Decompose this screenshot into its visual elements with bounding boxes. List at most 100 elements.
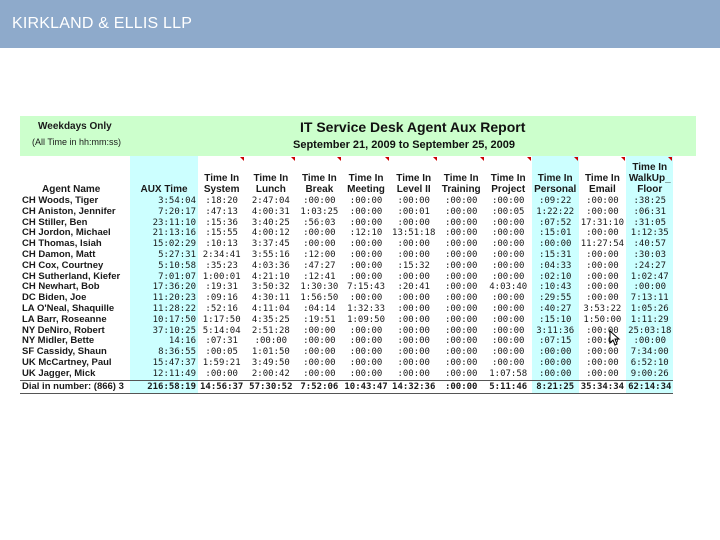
time-cell: 3:37:45 bbox=[251, 239, 290, 250]
weekdays-note: Weekdays Only bbox=[38, 121, 112, 132]
time-cell: :00:00 bbox=[491, 228, 525, 239]
time-cell: :18:20 bbox=[205, 196, 238, 206]
column-header: Time In Lunch bbox=[245, 156, 296, 196]
time-cell: :00:00 bbox=[349, 217, 383, 228]
total-cell: 62:14:34 bbox=[626, 379, 674, 394]
time-cell: :00:00 bbox=[444, 239, 478, 250]
time-cell: :31:05 bbox=[626, 217, 674, 229]
time-cell: :00:00 bbox=[349, 249, 383, 260]
time-cell: 1:00:01 bbox=[202, 271, 241, 282]
time-cell: :00:00 bbox=[397, 368, 430, 379]
time-cell: :20:41 bbox=[397, 282, 430, 293]
time-cell: 14:16 bbox=[130, 336, 198, 348]
time-cell: 17:36:20 bbox=[130, 282, 198, 294]
time-cell: 4:03:40 bbox=[489, 282, 528, 293]
agent-name-cell: CH Thomas, Isiah bbox=[22, 239, 102, 250]
time-cell: :00:00 bbox=[531, 368, 579, 381]
total-cell: 14:32:36 bbox=[389, 379, 438, 394]
table-row: CH Jordon, Michael 21:13:16:15:55 4:00:12:… bbox=[20, 228, 674, 240]
table-row: NY DeNiro, Robert 37:10:25 5:14:04 2:51:28:… bbox=[20, 325, 674, 337]
table-row: DC Biden, Joe 11:20:23:09:16 4:30:11 1:56:5… bbox=[20, 293, 674, 304]
column-header: AUX Time bbox=[130, 156, 198, 196]
time-cell: :00:00 bbox=[626, 282, 674, 294]
time-cell: 1:11:29 bbox=[626, 314, 674, 326]
column-header: Time In Email bbox=[579, 156, 626, 196]
time-cell: 4:35:25 bbox=[251, 314, 290, 325]
time-cell: :12:41 bbox=[303, 271, 336, 282]
time-cell: :40:27 bbox=[531, 303, 579, 315]
time-cell: 1:59:21 bbox=[202, 357, 241, 368]
time-cell: :00:00 bbox=[491, 271, 525, 282]
time-cell: 1:07:58 bbox=[489, 368, 528, 379]
time-cell: :00:00 bbox=[531, 239, 579, 250]
time-cell: :00:00 bbox=[491, 325, 525, 336]
time-cell: :38:25 bbox=[626, 196, 674, 207]
table-row: CH Sutherland, Kiefer 7:01:07 1:00:01 4:21:… bbox=[20, 271, 674, 283]
time-cell: :15:10 bbox=[531, 314, 579, 326]
time-cell: :00:00 bbox=[444, 325, 478, 336]
table-row: CH Newhart, Bob 17:36:20:19:31 3:50:32 1:30… bbox=[20, 282, 674, 294]
report-title: IT Service Desk Agent Aux Report bbox=[300, 119, 526, 135]
time-cell: :10:43 bbox=[531, 282, 579, 294]
total-cell: 8:21:25 bbox=[531, 379, 579, 394]
time-cell: :47:27 bbox=[303, 260, 336, 271]
time-cell: :00:00 bbox=[303, 196, 336, 206]
agent-name-cell: UK Jagger, Mick bbox=[22, 368, 96, 379]
table-row: CH Damon, Matt 5:27:31 2:34:41 3:55:16:12:0… bbox=[20, 249, 674, 261]
time-cell: :00:00 bbox=[444, 282, 478, 293]
time-cell: :00:00 bbox=[444, 347, 478, 358]
time-cell: :00:00 bbox=[397, 314, 430, 325]
table-row: SF Cassidy, Shaun 8:36:55:00:05 1:01:50:00… bbox=[20, 347, 674, 358]
time-cell: :00:00 bbox=[303, 368, 336, 379]
time-cell: 2:47:04 bbox=[251, 196, 290, 206]
time-cell: 3:53:22 bbox=[583, 303, 622, 314]
time-cell: :00:00 bbox=[397, 249, 430, 260]
column-header: Time In Break bbox=[296, 156, 342, 196]
time-cell: :00:00 bbox=[444, 196, 478, 206]
time-cell: :00:00 bbox=[397, 239, 430, 250]
time-cell: :00:00 bbox=[349, 357, 383, 368]
time-cell: 17:31:10 bbox=[580, 217, 625, 228]
time-cell: :00:00 bbox=[397, 303, 430, 314]
time-cell: :00:00 bbox=[397, 336, 430, 347]
time-cell: :00:00 bbox=[397, 196, 430, 206]
time-cell: 23:11:10 bbox=[130, 217, 198, 229]
agent-name-cell: CH Damon, Matt bbox=[22, 249, 96, 260]
agent-name-cell: DC Biden, Joe bbox=[22, 293, 87, 304]
company-name: KIRKLAND & ELLIS LLP bbox=[12, 15, 193, 32]
time-cell: 12:11:49 bbox=[130, 368, 198, 381]
total-cell: 35:34:34 bbox=[578, 379, 627, 394]
time-cell: :52:16 bbox=[205, 303, 238, 314]
time-cell: 1:09:50 bbox=[347, 314, 385, 325]
time-cell: :00:00 bbox=[586, 325, 619, 336]
time-cell: :00:00 bbox=[531, 347, 579, 358]
time-cell: :00:00 bbox=[491, 293, 525, 304]
time-cell: :00:00 bbox=[349, 336, 383, 347]
time-cell: :00:00 bbox=[586, 357, 619, 368]
table-row: CH Woods, Tiger 3:54:04:18:20 2:47:04:00:0… bbox=[20, 196, 674, 207]
agent-name-cell: CH Aniston, Jennifer bbox=[22, 206, 116, 217]
time-cell: :15:01 bbox=[531, 228, 579, 240]
time-cell: :12:00 bbox=[303, 249, 336, 260]
time-cell: :15:32 bbox=[397, 260, 430, 271]
time-cell: 4:00:31 bbox=[251, 206, 290, 217]
time-cell: :30:03 bbox=[626, 249, 674, 261]
table-row: LA O'Neal, Shaquille 11:28:22:52:16 4:11:0… bbox=[20, 303, 674, 315]
time-cell: :00:00 bbox=[303, 357, 336, 368]
time-cell: 25:03:18 bbox=[626, 325, 674, 337]
time-cell: :09:16 bbox=[205, 293, 238, 304]
table-row: UK McCartney, Paul 15:47:37 1:59:21 3:49:50… bbox=[20, 357, 674, 369]
time-cell: :00:00 bbox=[444, 314, 478, 325]
time-cell: :00:00 bbox=[586, 282, 619, 293]
time-cell: 15:02:29 bbox=[130, 239, 198, 250]
time-cell: :00:00 bbox=[491, 239, 525, 250]
table-row: CH Aniston, Jennifer 7:20:17:47:13 4:00:31… bbox=[20, 206, 674, 218]
time-cell: :00:00 bbox=[349, 196, 383, 206]
time-cell: 11:20:23 bbox=[130, 293, 198, 304]
aux-report-table: Agent Name AUX Time Time In System Time In … bbox=[20, 156, 674, 394]
total-cell: 7:52:06 bbox=[296, 379, 343, 394]
time-cell: 10:17:50 bbox=[130, 314, 198, 326]
column-header: Time In Project bbox=[485, 156, 532, 196]
time-cell: :00:00 bbox=[491, 303, 525, 314]
time-cell: :00:00 bbox=[303, 239, 336, 250]
